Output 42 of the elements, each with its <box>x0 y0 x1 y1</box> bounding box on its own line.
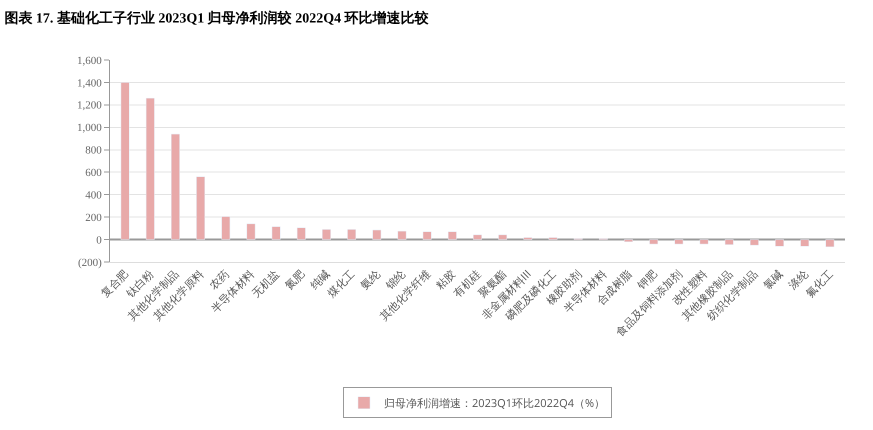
bar <box>674 239 684 244</box>
y-tick-label: 200 <box>85 212 102 224</box>
bar <box>322 229 331 240</box>
bar <box>422 231 432 240</box>
x-tick-label: 氨纶 <box>357 266 384 293</box>
bar <box>624 239 633 242</box>
y-tick-label: 1,200 <box>77 100 102 112</box>
bar <box>523 237 532 240</box>
bar <box>347 229 356 240</box>
y-tick-label: (200) <box>78 256 102 269</box>
y-tick-label: 800 <box>85 144 102 157</box>
bar <box>120 82 130 240</box>
bar <box>146 98 155 240</box>
bar <box>649 239 658 244</box>
bar <box>548 237 558 240</box>
y-tick-label: 1,000 <box>77 122 102 134</box>
bar <box>246 224 256 240</box>
x-tick-label: 氯碱 <box>760 266 786 293</box>
bar <box>800 239 810 247</box>
bar <box>473 234 482 240</box>
bar <box>700 239 708 244</box>
bar <box>825 239 834 248</box>
bar <box>750 239 759 246</box>
y-tick-label: 0 <box>96 234 102 246</box>
bar <box>398 230 406 240</box>
y-tick-label: 600 <box>85 167 102 180</box>
bar <box>221 216 230 240</box>
bar <box>296 228 306 240</box>
y-tick-label: 1,400 <box>77 77 102 90</box>
bar <box>171 134 180 240</box>
legend-label: 归母净利润增速：2023Q1环比2022Q4（%） <box>384 396 606 412</box>
bar <box>775 239 784 247</box>
bar <box>498 234 508 240</box>
bar <box>272 226 281 240</box>
bar <box>372 230 382 240</box>
y-tick-label: 400 <box>85 190 102 202</box>
bar <box>448 231 457 240</box>
y-tick-label: 1,600 <box>77 54 102 67</box>
chart-title: 图表 17. 基础化工子行业 2023Q1 归母净利润较 2022Q4 环比增速比较 <box>4 10 430 27</box>
bar <box>196 176 206 240</box>
bar <box>724 239 734 245</box>
x-tick-label: 氮肥 <box>282 266 308 293</box>
